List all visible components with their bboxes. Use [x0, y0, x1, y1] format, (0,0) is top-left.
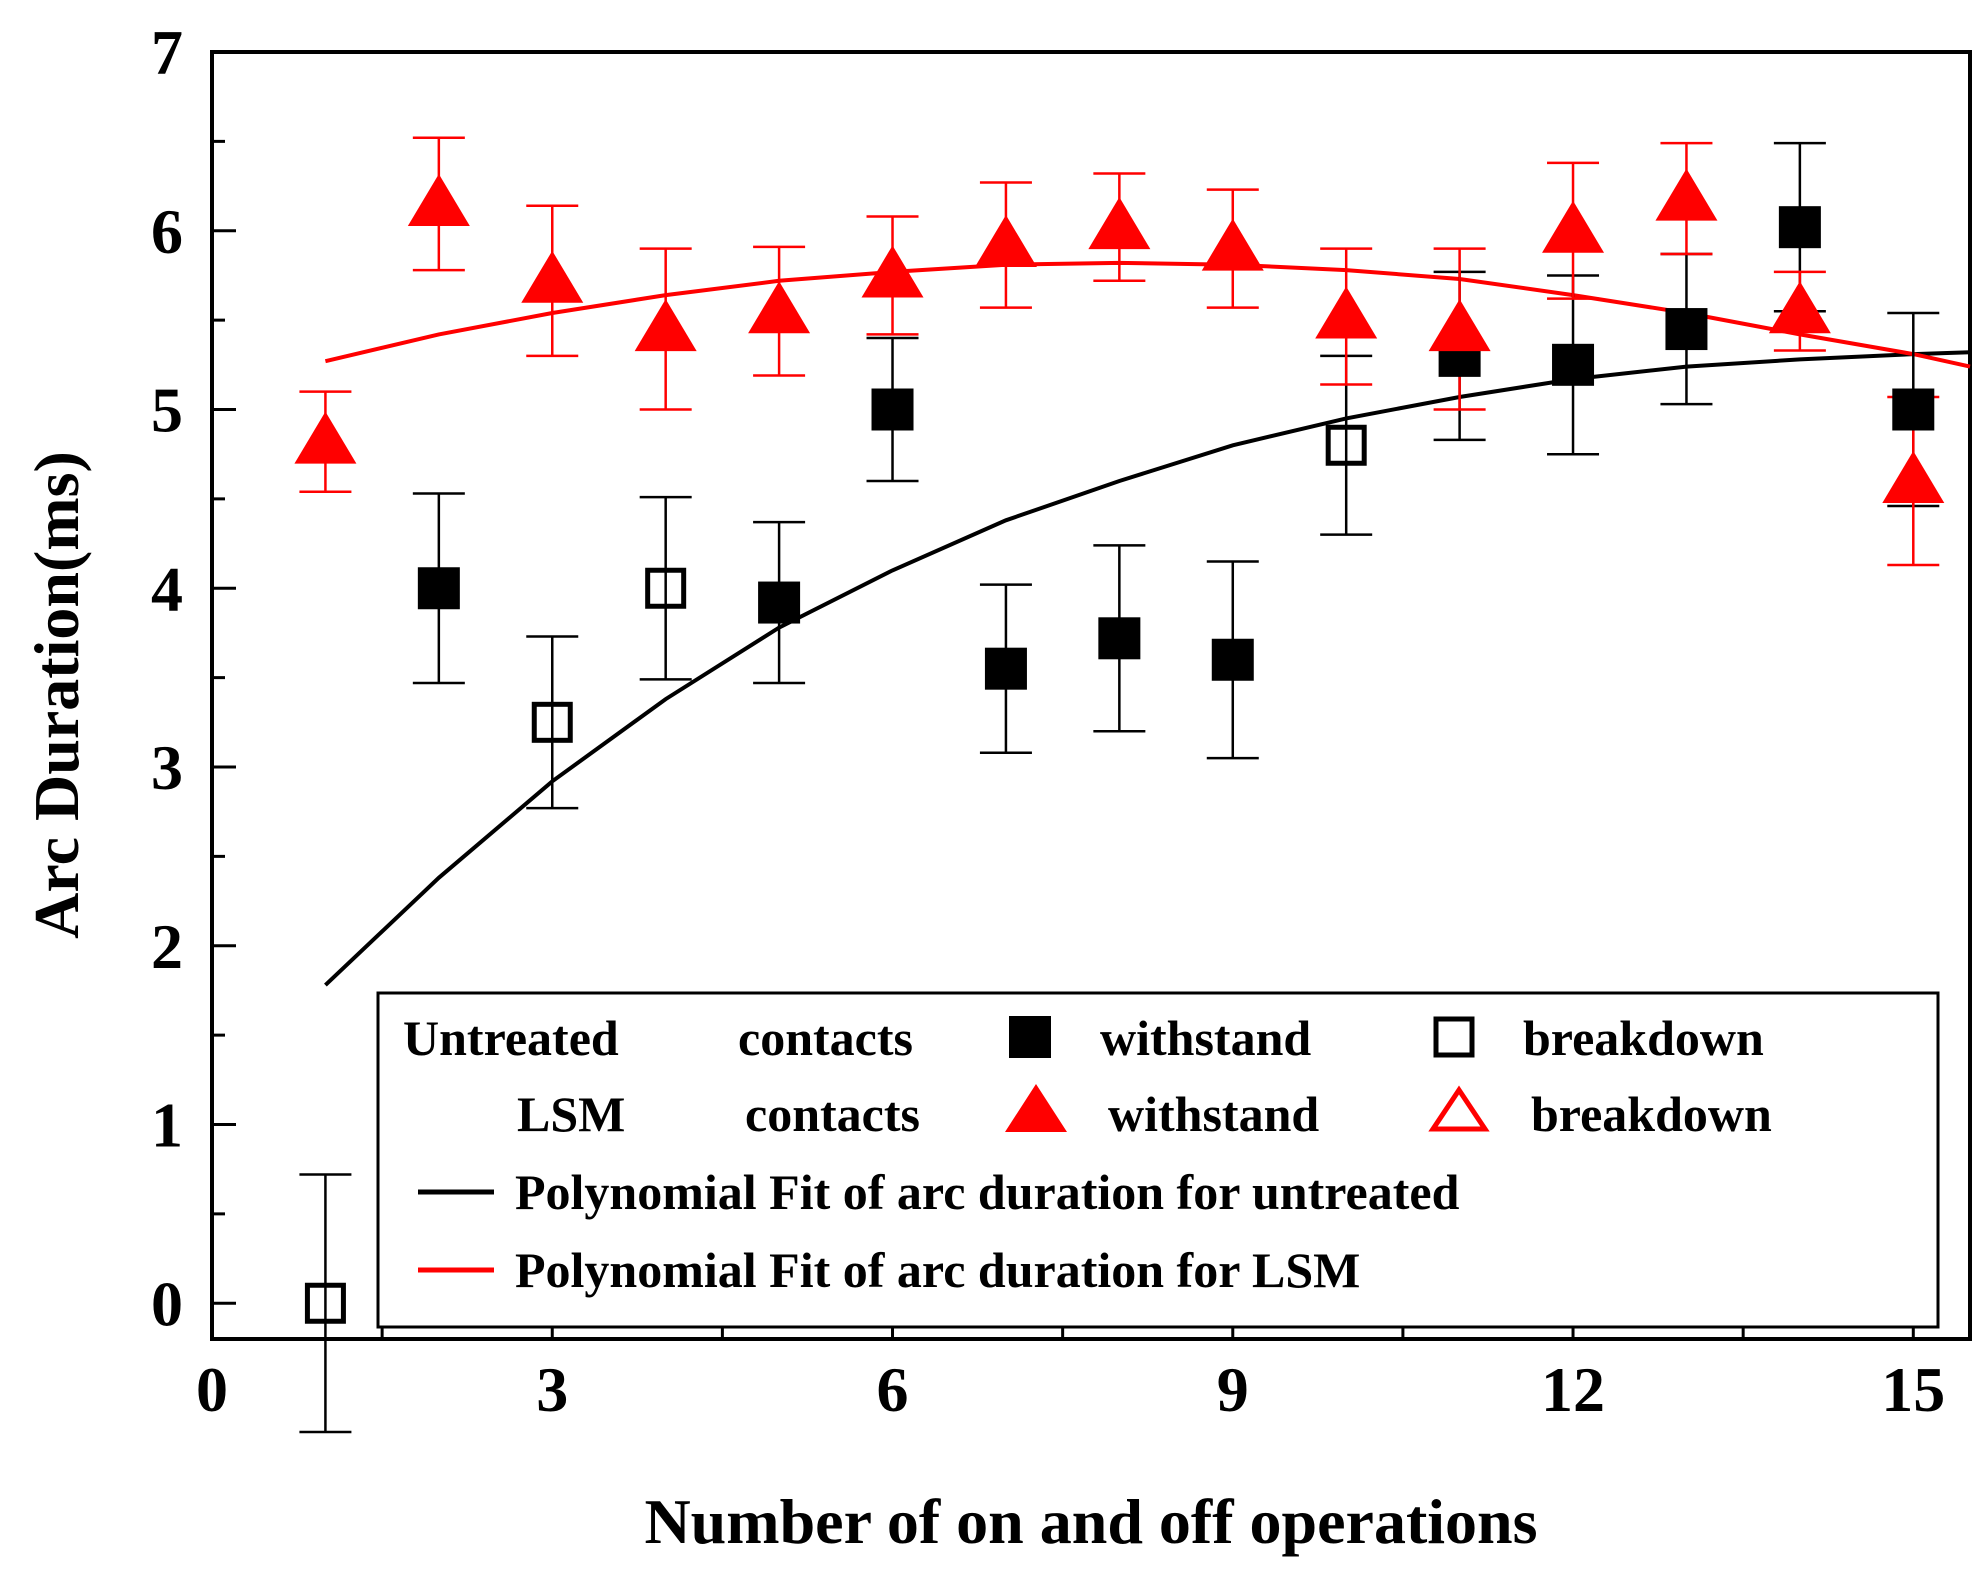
legend-untreated-breakdown-marker — [1433, 1016, 1475, 1058]
legend-lsm-breakdown-label: breakdown — [1531, 1086, 1772, 1142]
point-lsm-withstand — [748, 281, 811, 334]
point-untreated-withstand — [417, 567, 460, 610]
legend-lsm-contacts-label: contacts — [745, 1086, 920, 1142]
legend-untreated-withstand-label: withstand — [1100, 1010, 1311, 1066]
point-untreated-withstand — [1098, 617, 1141, 660]
legend-lsm-breakdown-marker — [1428, 1085, 1490, 1132]
fit-curves — [324, 260, 1971, 987]
point-untreated-withstand — [1665, 308, 1708, 351]
point-lsm-withstand — [861, 245, 924, 298]
y-tick-label: 1 — [151, 1090, 183, 1161]
point-lsm-withstand — [974, 215, 1037, 268]
error-bar-untreated — [299, 1173, 352, 1434]
point-lsm-withstand — [634, 299, 697, 352]
legend-lsm-withstand-label: withstand — [1108, 1086, 1319, 1142]
legend-untreated-label: Untreated — [403, 1010, 619, 1066]
point-untreated-withstand — [871, 388, 914, 431]
y-tick-label: 3 — [151, 732, 183, 803]
point-untreated-breakdown — [304, 1282, 346, 1324]
point-untreated-breakdown — [645, 567, 687, 609]
legend-box — [376, 991, 1940, 1329]
data-markers — [294, 168, 1945, 1324]
legend-lsm-label: LSM — [517, 1086, 625, 1142]
point-untreated-withstand — [1892, 388, 1935, 431]
point-untreated-breakdown — [531, 701, 573, 743]
point-lsm-withstand — [1088, 197, 1151, 250]
legend-fit-untreated-label: Polynomial Fit of arc duration for untre… — [515, 1164, 1460, 1220]
x-tick-label: 12 — [1541, 1354, 1605, 1425]
x-axis-title: Number of on and off operations — [644, 1486, 1537, 1557]
fit-curve-untreated — [324, 350, 1971, 987]
y-tick-label: 2 — [151, 911, 183, 982]
legend: Untreated contacts withstand breakdown L… — [376, 991, 1940, 1329]
x-tick-label: 3 — [536, 1354, 568, 1425]
y-axis-title: Arc Duration(ms) — [21, 451, 92, 939]
fit-curve-lsm — [324, 260, 1971, 369]
error-bars — [299, 136, 1940, 1434]
point-lsm-withstand — [1768, 281, 1831, 334]
legend-fit-lsm-label: Polynomial Fit of arc duration for LSM — [515, 1242, 1360, 1298]
legend-untreated-withstand-marker — [1009, 1016, 1051, 1058]
point-lsm-withstand — [1542, 200, 1605, 253]
point-lsm-withstand — [1428, 299, 1491, 352]
x-tick-label: 6 — [877, 1354, 909, 1425]
point-untreated-withstand — [1211, 638, 1254, 681]
error-bar-untreated — [639, 495, 692, 681]
point-lsm-withstand — [294, 411, 357, 464]
point-untreated-withstand — [1778, 206, 1821, 249]
point-untreated-withstand — [984, 647, 1027, 690]
legend-untreated-breakdown-label: breakdown — [1523, 1010, 1764, 1066]
point-untreated-withstand — [1552, 343, 1595, 386]
point-untreated-breakdown — [1325, 424, 1367, 466]
y-tick-label: 7 — [151, 17, 183, 88]
y-tick-label: 0 — [151, 1268, 183, 1339]
x-tick-label: 15 — [1881, 1354, 1945, 1425]
y-tick-label: 5 — [151, 375, 183, 446]
y-tick-label: 4 — [151, 553, 183, 624]
point-lsm-withstand — [1655, 168, 1718, 221]
y-tick-label: 6 — [151, 196, 183, 267]
x-tick-label: 9 — [1217, 1354, 1249, 1425]
point-lsm-withstand — [407, 173, 470, 226]
point-untreated-withstand — [758, 581, 801, 624]
point-lsm-withstand — [1315, 286, 1378, 339]
error-bar-untreated — [526, 635, 579, 810]
plot-frame — [210, 50, 1972, 1341]
point-lsm-withstand — [1882, 451, 1945, 503]
legend-untreated-contacts-label: contacts — [738, 1010, 913, 1066]
x-tick-label: 0 — [196, 1354, 228, 1425]
plot-area — [210, 50, 1972, 1434]
legend-lsm-withstand-marker — [1005, 1084, 1067, 1132]
point-lsm-withstand — [521, 250, 584, 303]
point-lsm-withstand — [1201, 218, 1264, 271]
